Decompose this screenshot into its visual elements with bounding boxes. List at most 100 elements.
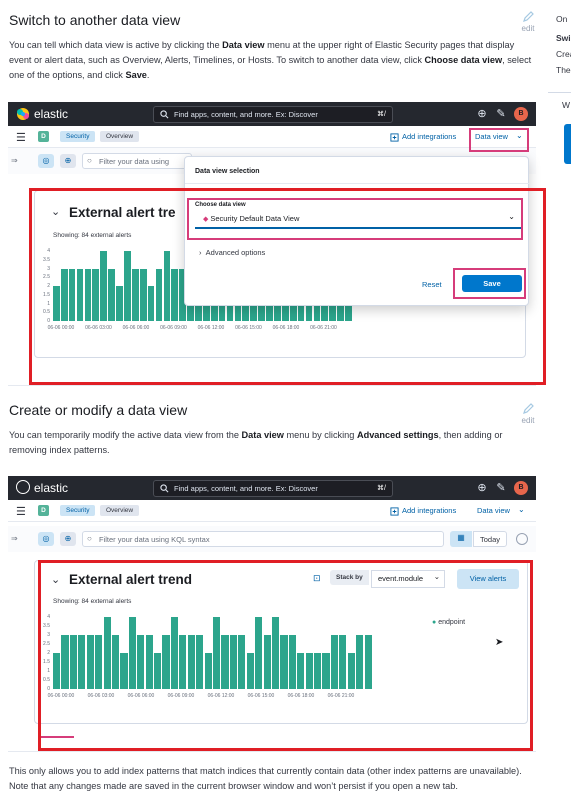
news-icon[interactable]: ✎ [496,482,506,494]
chart-bar[interactable] [339,635,347,689]
menu-icon[interactable]: ☰ [16,506,26,518]
help-icon[interactable]: ⊕ [477,108,487,120]
chart-bar[interactable] [53,286,60,321]
chart-bar[interactable] [86,635,94,689]
chart-bar[interactable] [204,653,212,689]
chart-bar[interactable] [128,617,136,689]
chart-bar[interactable] [179,635,187,689]
chart-bar[interactable] [356,635,364,689]
chart-bar[interactable] [111,635,120,689]
collapse-icon[interactable]: ⇒ [11,534,18,543]
chart-bar[interactable] [68,268,76,321]
chart-bar[interactable] [297,653,305,689]
chart-bar[interactable] [263,635,271,689]
chart-bar[interactable] [147,286,155,321]
chart-bar[interactable] [100,251,108,321]
user-avatar[interactable]: B [514,107,528,121]
chart-bar[interactable] [330,635,339,689]
global-search[interactable]: Find apps, content, and more. Ex: Discov… [153,106,393,123]
kql-input[interactable]: ○ Filter your data using [82,153,192,169]
chart-bar[interactable] [120,653,128,689]
chart-bar[interactable] [154,653,162,689]
chart-bar[interactable] [137,635,145,689]
chart-bar[interactable] [221,635,229,689]
news-icon[interactable]: ✎ [496,108,506,120]
data-view-menu[interactable]: Data view [477,506,510,515]
toc-link-switch[interactable]: Swi [556,33,571,43]
view-alerts-button[interactable]: View alerts [457,569,519,589]
chart-bar[interactable] [288,635,296,689]
chart-bar[interactable] [78,635,86,689]
edit-link[interactable]: edit [513,402,543,425]
chart-bar[interactable] [364,635,372,689]
advanced-options-toggle[interactable]: › Advanced options [199,248,265,257]
add-filter-icon[interactable]: ⊕ [60,532,76,546]
space-badge[interactable]: D [38,505,49,516]
legend-item-endpoint[interactable]: ● endpoint [432,619,465,626]
chart-bar[interactable] [238,635,246,689]
chart-bar[interactable] [246,653,254,689]
stack-by-select[interactable]: event.module ⌄ [371,570,445,588]
chart-bar[interactable] [196,635,204,689]
chart-bar[interactable] [322,653,330,689]
save-button[interactable]: Save [462,275,522,292]
date-picker[interactable]: Today [473,531,508,547]
breadcrumb-security[interactable]: Security [60,131,96,142]
add-filter-icon[interactable]: ⊕ [60,154,76,168]
toc-link-create[interactable]: Crea [556,49,571,59]
chart-bar[interactable] [108,268,115,321]
chart-bar[interactable] [76,268,84,321]
reset-button[interactable]: Reset [422,280,442,289]
chart-bar[interactable] [162,635,170,689]
breadcrumb-overview[interactable]: Overview [100,505,140,516]
chart-bar[interactable] [347,653,355,689]
chart-bar[interactable] [139,268,147,321]
chart-bar[interactable] [145,635,153,689]
chart-bar[interactable] [163,251,171,321]
inspect-icon[interactable]: ⊡ [313,573,321,583]
chart-bar[interactable] [171,268,179,321]
saved-query-icon[interactable]: ◎ [38,532,54,546]
refresh-icon[interactable] [516,533,528,545]
data-view-select[interactable]: ◆ Security Default Data View ⌄ [195,211,521,229]
chart-bar[interactable] [280,635,288,689]
add-integrations-link[interactable]: Add integrations [402,506,457,515]
chart-bar[interactable] [179,268,187,321]
breadcrumb-overview[interactable]: Overview [100,131,140,142]
menu-icon[interactable]: ☰ [16,132,26,144]
collapse-icon[interactable]: ⇒ [11,156,18,165]
chart-bar[interactable] [271,617,280,689]
collapse-chevron-icon[interactable]: ⌄ [51,206,61,218]
chart-bar[interactable] [103,617,111,689]
saved-query-icon[interactable]: ◎ [38,154,54,168]
chart-bar[interactable] [61,635,69,689]
chart-bar[interactable] [213,617,221,689]
chart-bar[interactable] [187,635,195,689]
chart-bar[interactable] [170,617,179,689]
global-search[interactable]: Find apps, content, and more. Ex: Discov… [153,480,393,497]
breadcrumb-security[interactable]: Security [60,505,96,516]
side-button[interactable] [564,124,571,164]
chart-bar[interactable] [124,251,131,321]
user-avatar[interactable]: B [514,481,528,495]
chart-bar[interactable] [92,268,100,321]
add-integrations-link[interactable]: Add integrations [402,132,457,141]
chart-bar[interactable] [69,635,77,689]
chart-bar[interactable] [116,286,123,321]
calendar-icon[interactable]: ▦ [450,531,472,547]
edit-link[interactable]: edit [513,10,543,33]
chart-bar[interactable] [314,653,322,689]
data-view-menu[interactable]: Data view [475,132,508,141]
help-icon[interactable]: ⊕ [477,482,487,494]
chart-bar[interactable] [60,268,68,321]
chart-bar[interactable] [53,653,61,689]
chart-bar[interactable] [305,653,313,689]
toc-link-the[interactable]: The [556,65,571,75]
chart-bar[interactable] [95,635,103,689]
space-badge[interactable]: D [38,131,49,142]
chart-bar[interactable] [131,268,139,321]
chart-bar[interactable] [84,268,92,321]
kql-input[interactable]: ○ Filter your data using KQL syntax [82,531,444,547]
chart-bar[interactable] [255,617,263,689]
collapse-chevron-icon[interactable]: ⌄ [51,574,61,586]
